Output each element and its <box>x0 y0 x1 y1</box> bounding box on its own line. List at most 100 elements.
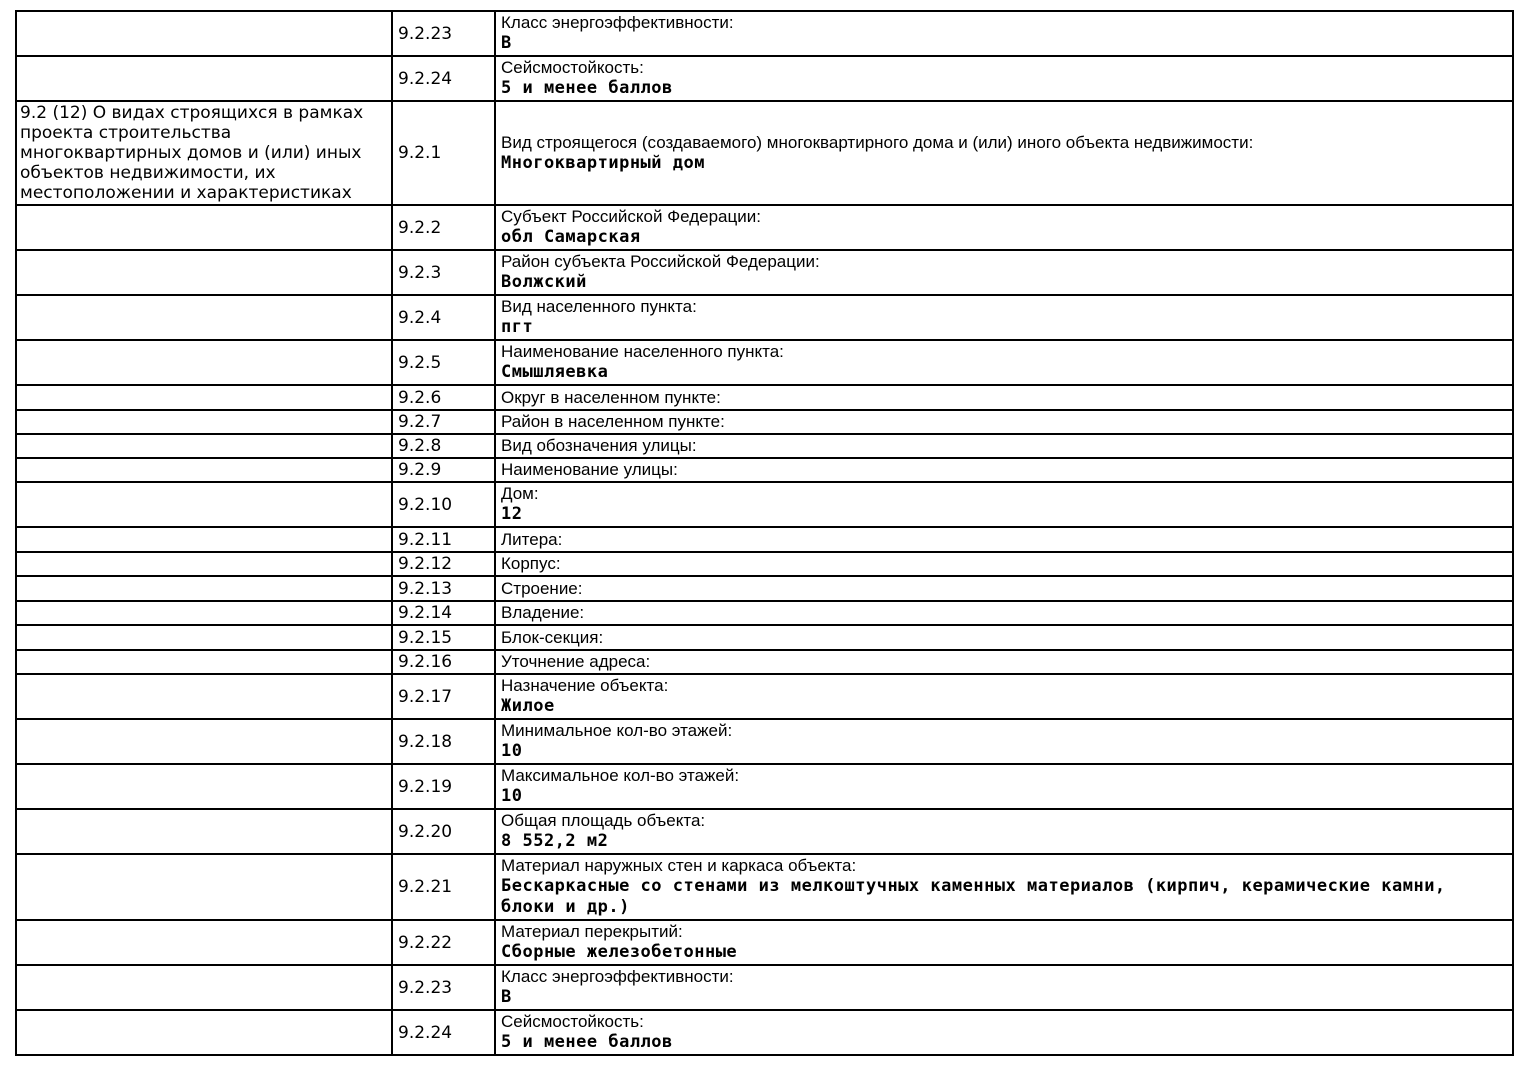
table-row: 9.2.20 Общая площадь объекта: 8 552,2 м2 <box>15 808 1514 855</box>
field-value: 5 и менее баллов <box>501 78 673 98</box>
declaration-table: 9.2.23 Класс энергоэффективности: В 9.2.24 С… <box>15 10 1514 1056</box>
item-number-cell: 9.2.22 <box>391 919 496 966</box>
field-value: Сборные железобетонные <box>501 942 738 962</box>
item-number-cell: 9.2.3 <box>391 249 496 296</box>
item-number-cell: 9.2.19 <box>391 763 496 810</box>
section-cell <box>15 55 393 102</box>
table-row: 9.2.9 Наименование улицы: <box>15 457 1514 483</box>
item-number-cell: 9.2.21 <box>391 853 496 921</box>
detail-cell: Вид населенного пункта: пгт <box>494 294 1514 341</box>
table-row: 9.2.3 Район субъекта Российской Федерации… <box>15 249 1514 296</box>
item-number-cell: 9.2.20 <box>391 808 496 855</box>
field-label: Уточнение адреса: <box>501 652 651 671</box>
field-value: Многоквартирный дом <box>501 152 705 173</box>
detail-cell: Наименование улицы: <box>494 457 1514 483</box>
field-label: Район в населенном пункте: <box>501 412 725 431</box>
item-number-cell: 9.2.12 <box>391 551 496 577</box>
table-row: 9.2.17 Назначение объекта: Жилое <box>15 673 1514 720</box>
item-number-cell: 9.2.11 <box>391 526 496 553</box>
section-cell <box>15 526 393 553</box>
detail-cell: Общая площадь объекта: 8 552,2 м2 <box>494 808 1514 855</box>
table-row: 9.2.6 Округ в населенном пункте: <box>15 384 1514 411</box>
detail-cell: Блок-секция: <box>494 624 1514 651</box>
item-number-cell: 9.2.24 <box>391 55 496 102</box>
detail-cell: Вид обозначения улицы: <box>494 433 1514 459</box>
field-value: Бескаркасные со стенами из мелкоштучных … <box>501 876 1446 917</box>
section-cell <box>15 624 393 651</box>
section-cell <box>15 600 393 626</box>
detail-cell: Назначение объекта: Жилое <box>494 673 1514 720</box>
section-cell: 9.2 (12) О видах строящихся в рамках про… <box>15 100 393 206</box>
table-row: 9.2.2 Субъект Российской Федерации: обл Са… <box>15 204 1514 251</box>
field-label: Район субъекта Российской Федерации: <box>501 252 820 271</box>
table-row: 9.2.24 Сейсмостойкость: 5 и менее баллов <box>15 55 1514 102</box>
item-number-cell: 9.2.5 <box>391 339 496 386</box>
section-cell <box>15 1009 393 1056</box>
detail-cell: Максимальное кол-во этажей: 10 <box>494 763 1514 810</box>
field-value: обл Самарская <box>501 227 641 247</box>
field-value: пгт <box>501 317 534 337</box>
field-value: В <box>501 33 512 53</box>
field-label: Литера: <box>501 529 563 549</box>
section-cell <box>15 808 393 855</box>
table-row: 9.2.23 Класс энергоэффективности: В <box>15 964 1514 1011</box>
section-cell <box>15 551 393 577</box>
field-label: Наименование улицы: <box>501 460 678 479</box>
detail-cell: Вид строящегося (создаваемого) многоквар… <box>494 100 1514 206</box>
detail-cell: Субъект Российской Федерации: обл Самарск… <box>494 204 1514 251</box>
field-value: Волжский <box>501 272 587 292</box>
field-label: Класс энергоэффективности: <box>501 967 734 986</box>
item-number-cell: 9.2.13 <box>391 575 496 602</box>
section-cell <box>15 718 393 765</box>
field-value: 8 552,2 м2 <box>501 831 609 851</box>
detail-cell: Литера: <box>494 526 1514 553</box>
field-value: В <box>501 987 512 1007</box>
field-label: Округ в населенном пункте: <box>501 387 721 407</box>
item-number-cell: 9.2.7 <box>391 409 496 435</box>
field-label: Вид населенного пункта: <box>501 297 697 316</box>
field-value: 10 <box>501 786 523 806</box>
item-number-cell: 9.2.9 <box>391 457 496 483</box>
table-body: 9.2.23 Класс энергоэффективности: В 9.2.24 С… <box>15 10 1514 1056</box>
section-cell <box>15 919 393 966</box>
field-label: Назначение объекта: <box>501 676 669 695</box>
detail-cell: Класс энергоэффективности: В <box>494 964 1514 1011</box>
item-number-cell: 9.2.24 <box>391 1009 496 1056</box>
section-cell <box>15 649 393 675</box>
section-cell <box>15 964 393 1011</box>
field-label: Вид обозначения улицы: <box>501 436 697 455</box>
detail-cell: Минимальное кол-во этажей: 10 <box>494 718 1514 765</box>
field-label: Дом: <box>501 484 539 503</box>
section-cell <box>15 763 393 810</box>
item-number-cell: 9.2.15 <box>391 624 496 651</box>
field-label: Владение: <box>501 603 585 622</box>
item-number-cell: 9.2.1 <box>391 100 496 206</box>
field-label: Сейсмостойкость: <box>501 58 644 77</box>
detail-cell: Сейсмостойкость: 5 и менее баллов <box>494 1009 1514 1056</box>
item-number-cell: 9.2.10 <box>391 481 496 528</box>
section-cell <box>15 249 393 296</box>
section-cell <box>15 204 393 251</box>
section-cell <box>15 673 393 720</box>
table-row: 9.2.18 Минимальное кол-во этажей: 10 <box>15 718 1514 765</box>
field-value: 5 и менее баллов <box>501 1032 673 1052</box>
detail-cell: Материал перекрытий: Сборные железобетонн… <box>494 919 1514 966</box>
field-label: Субъект Российской Федерации: <box>501 207 761 226</box>
section-cell <box>15 481 393 528</box>
table-row: 9.2.24 Сейсмостойкость: 5 и менее баллов <box>15 1009 1514 1056</box>
item-number-cell: 9.2.23 <box>391 964 496 1011</box>
field-value: 12 <box>501 504 523 524</box>
item-number-cell: 9.2.17 <box>391 673 496 720</box>
table-row: 9.2.22 Материал перекрытий: Сборные железо… <box>15 919 1514 966</box>
field-value: Смышляевка <box>501 362 609 382</box>
field-label: Вид строящегося (создаваемого) многоквар… <box>501 132 1254 152</box>
item-number-cell: 9.2.18 <box>391 718 496 765</box>
table-row: 9.2.12 Корпус: <box>15 551 1514 577</box>
item-number-cell: 9.2.14 <box>391 600 496 626</box>
table-row: 9.2.14 Владение: <box>15 600 1514 626</box>
section-cell <box>15 409 393 435</box>
table-row: 9.2.10 Дом: 12 <box>15 481 1514 528</box>
field-label: Класс энергоэффективности: <box>501 13 734 32</box>
field-label: Материал перекрытий: <box>501 922 683 941</box>
